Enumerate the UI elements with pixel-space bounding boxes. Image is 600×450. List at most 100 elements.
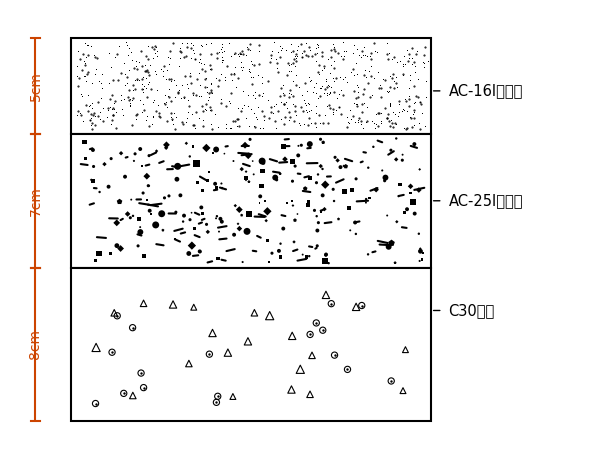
Point <box>211 184 221 191</box>
Point <box>160 194 169 202</box>
Point <box>125 214 135 221</box>
Point <box>91 257 100 264</box>
Point <box>211 146 221 153</box>
Point <box>139 384 148 391</box>
Point <box>256 182 266 189</box>
Point <box>233 220 243 227</box>
Point <box>386 378 396 385</box>
Point <box>318 192 328 199</box>
Point <box>215 215 225 222</box>
Point <box>414 186 424 194</box>
Point <box>274 247 284 254</box>
Point <box>161 144 171 151</box>
Point <box>81 155 91 162</box>
Point <box>230 202 240 209</box>
Point <box>191 160 201 167</box>
Point <box>86 176 96 184</box>
Point <box>313 242 322 249</box>
Point <box>127 196 136 203</box>
Point <box>107 349 117 356</box>
Point <box>391 156 401 163</box>
Point <box>100 161 109 168</box>
Point <box>340 188 349 195</box>
Point <box>386 147 396 154</box>
Point <box>302 253 311 261</box>
Point <box>240 142 250 149</box>
Point <box>109 309 119 316</box>
Point <box>249 171 259 178</box>
Point <box>316 135 325 143</box>
Point <box>395 181 405 189</box>
Point <box>290 162 300 170</box>
Point <box>410 210 419 217</box>
Point <box>357 302 367 309</box>
Bar <box>71 134 431 268</box>
Point <box>287 332 297 339</box>
Point <box>88 146 98 153</box>
Point <box>119 390 128 397</box>
Point <box>364 164 373 171</box>
Point <box>238 258 247 265</box>
Point <box>146 210 155 217</box>
Point <box>311 320 321 327</box>
Point <box>235 225 244 232</box>
Point <box>237 212 247 219</box>
Point <box>119 390 128 397</box>
Point <box>178 218 188 225</box>
Point <box>133 242 143 249</box>
Point <box>187 242 197 249</box>
Text: 8cm: 8cm <box>28 329 43 359</box>
Point <box>79 139 89 146</box>
Point <box>188 143 198 150</box>
Point <box>208 329 217 337</box>
Point <box>112 242 122 249</box>
Point <box>223 349 233 356</box>
Point <box>293 211 302 218</box>
Point <box>321 291 331 298</box>
Point <box>382 212 392 219</box>
Point <box>276 240 286 247</box>
Point <box>242 228 252 235</box>
Point <box>416 248 425 255</box>
Point <box>91 344 101 351</box>
Point <box>417 256 427 263</box>
Point <box>304 198 313 205</box>
Point <box>400 209 410 216</box>
Point <box>265 312 274 319</box>
Point <box>324 260 334 267</box>
Point <box>418 249 427 256</box>
Point <box>241 177 251 184</box>
Point <box>136 369 146 377</box>
Point <box>386 378 396 385</box>
Point <box>304 252 314 260</box>
Point <box>334 216 343 223</box>
Point <box>293 142 303 149</box>
Point <box>318 327 328 334</box>
Point <box>288 202 298 209</box>
Point <box>179 212 189 219</box>
Point <box>136 145 145 153</box>
Point <box>112 312 122 319</box>
Point <box>280 156 290 163</box>
Point <box>350 219 360 226</box>
Point <box>398 387 408 394</box>
Point <box>142 173 152 180</box>
Text: AC-25I沥青砼: AC-25I沥青砼 <box>449 194 523 208</box>
Point <box>296 142 306 149</box>
Point <box>307 352 317 359</box>
Point <box>341 163 350 170</box>
Bar <box>71 38 431 134</box>
Point <box>107 349 117 356</box>
Point <box>320 181 330 188</box>
Text: C30素砼: C30素砼 <box>449 303 495 318</box>
Point <box>139 300 148 307</box>
Point <box>128 392 137 399</box>
Point <box>295 366 305 373</box>
Point <box>217 180 226 187</box>
Point <box>139 384 148 391</box>
Point <box>138 189 148 197</box>
Point <box>290 216 300 224</box>
Point <box>287 386 296 393</box>
Point <box>137 162 147 170</box>
Point <box>158 227 168 234</box>
